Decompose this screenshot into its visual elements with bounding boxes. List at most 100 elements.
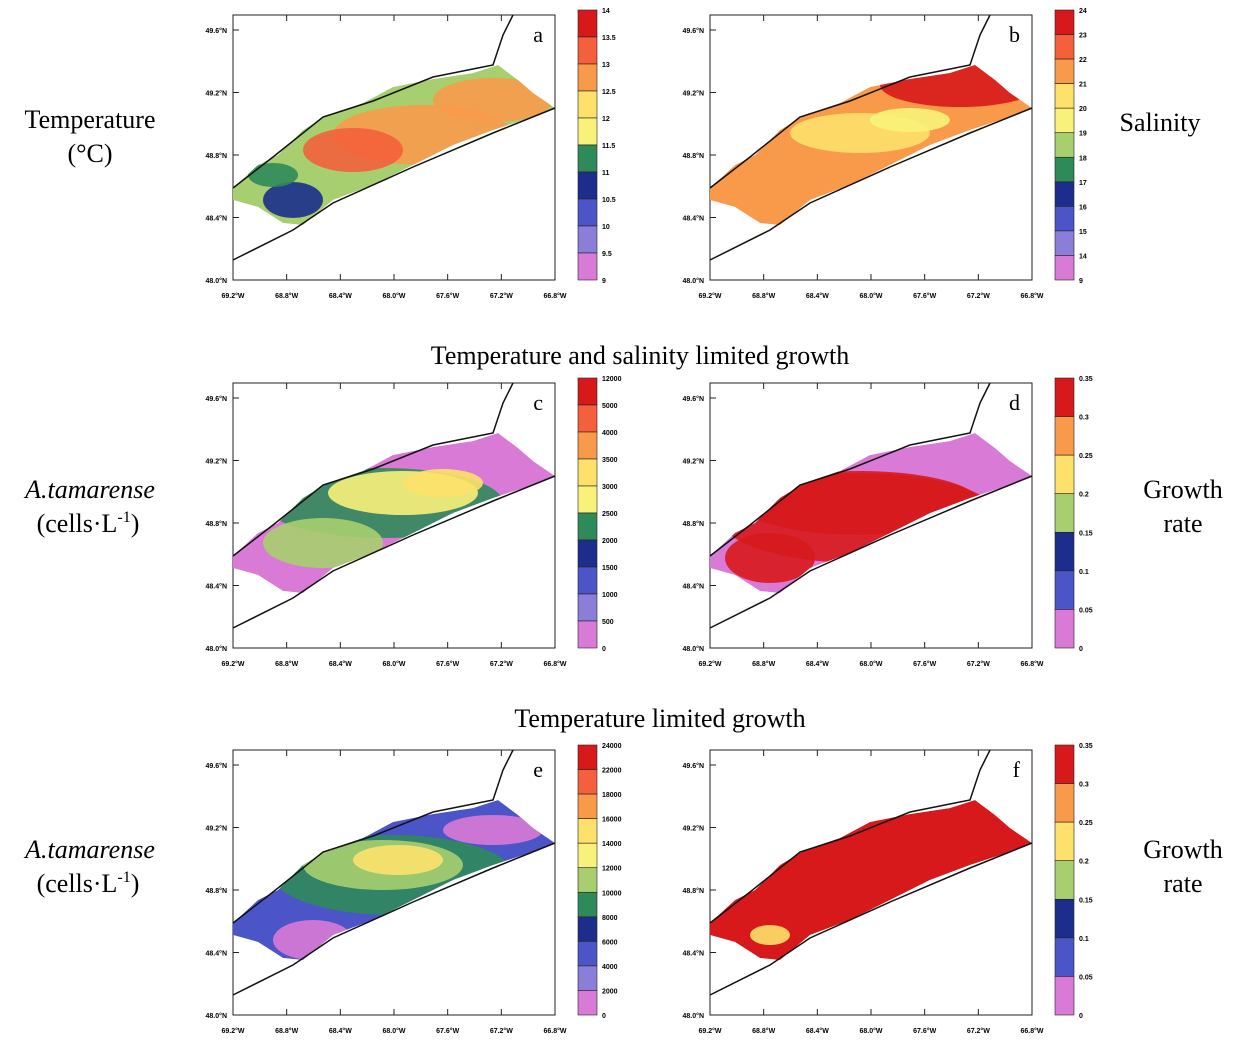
colorbar-label: 0 <box>602 1013 606 1020</box>
side-label: Salinity <box>1120 108 1201 137</box>
colorbar-label: 12 <box>602 116 610 123</box>
field-base <box>710 800 1032 960</box>
colorbar-cell <box>1054 255 1075 281</box>
colorbar-cell <box>577 117 598 146</box>
lon-label: 68.4°W <box>806 292 829 300</box>
colorbar-label: 12000 <box>602 866 622 873</box>
colorbar-label: 0.2 <box>1079 492 1089 499</box>
colorbar-cell <box>577 867 598 893</box>
colorbar-label: 14000 <box>602 841 622 848</box>
coastline <box>709 749 991 924</box>
side-label: Temperature <box>25 105 156 134</box>
colorbar-label: 3500 <box>602 457 618 464</box>
field-patch <box>263 182 323 218</box>
colorbar-cell <box>577 593 598 622</box>
colorbar-cell <box>577 404 598 433</box>
colorbar-cell <box>577 818 598 844</box>
lat-label: 48.4°N <box>683 215 704 223</box>
colorbar-cell <box>577 941 598 967</box>
colorbar-label: 16000 <box>602 817 622 824</box>
colorbar-label: 11 <box>602 170 610 177</box>
lon-label: 68.8°W <box>752 660 775 668</box>
colorbar-cell <box>1054 132 1075 158</box>
field-patch <box>303 128 403 172</box>
colorbar-cell <box>577 90 598 119</box>
colorbar-cell <box>1054 898 1075 939</box>
lat-label: 48.8°N <box>206 520 227 528</box>
lon-label: 67.6°W <box>436 292 459 300</box>
colorbar-label: 2500 <box>602 511 618 518</box>
colorbar-cell <box>1054 107 1075 134</box>
lat-label: 48.4°N <box>683 583 704 591</box>
field-patch <box>725 533 815 583</box>
lon-label: 68.0°W <box>382 1027 405 1035</box>
lat-label: 49.2°N <box>206 825 227 833</box>
colorbar-label: 0.15 <box>1079 530 1093 537</box>
lon-label: 67.6°W <box>913 660 936 668</box>
lon-label: 67.2°W <box>967 292 990 300</box>
colorbar-label: 13 <box>602 62 610 69</box>
coastline <box>232 382 514 557</box>
colorbar-label: 0.3 <box>1079 782 1089 789</box>
colorbar-cell <box>1054 609 1075 649</box>
colorbar-label: 2000 <box>602 988 618 995</box>
lat-label: 49.6°N <box>206 27 227 35</box>
lon-label: 68.0°W <box>382 292 405 300</box>
side-label: A.tamarense <box>23 835 155 864</box>
coastline <box>232 14 514 189</box>
colorbar-label: 16 <box>1079 204 1087 211</box>
lon-label: 69.2°W <box>698 1027 721 1035</box>
colorbar-cell <box>577 512 598 541</box>
lon-label: 68.8°W <box>752 1027 775 1035</box>
field-patch <box>403 469 483 497</box>
colorbar-cell <box>577 485 598 514</box>
lat-label: 48.0°N <box>683 645 704 653</box>
lat-label: 49.2°N <box>683 90 704 98</box>
colorbar-cell <box>1054 156 1075 183</box>
lon-label: 69.2°W <box>221 660 244 668</box>
coastline <box>709 107 1033 261</box>
colorbar-label: 0.2 <box>1079 859 1089 866</box>
coastline <box>709 475 1033 629</box>
colorbar-label: 0.05 <box>1079 607 1093 614</box>
colorbar-cell <box>1054 416 1075 456</box>
colorbar-label: 4000 <box>602 430 618 437</box>
lon-label: 67.2°W <box>490 1027 513 1035</box>
colorbar-cell <box>1054 454 1075 495</box>
unit: (cells·L <box>37 869 118 898</box>
colorbar-label: 0.05 <box>1079 974 1093 981</box>
lon-label: 68.4°W <box>329 660 352 668</box>
field <box>710 800 1032 960</box>
field <box>233 65 555 225</box>
colorbar-label: 10.5 <box>602 197 616 204</box>
colorbar-label: 1000 <box>602 592 618 599</box>
unit: ) <box>131 869 140 898</box>
colorbar-cell <box>1054 230 1075 256</box>
lon-label: 67.2°W <box>967 660 990 668</box>
colorbar-cell <box>577 252 598 281</box>
colorbar-cell <box>577 377 598 406</box>
colorbar-label: 18 <box>1079 155 1087 162</box>
colorbar-cell <box>1054 783 1075 823</box>
lat-label: 48.8°N <box>206 152 227 160</box>
colorbar-label: 9 <box>602 278 606 285</box>
field-patch <box>263 518 383 568</box>
unit: (cells·L <box>37 509 118 538</box>
colorbar-label: 0.25 <box>1079 820 1093 827</box>
colorbar-cell <box>577 990 598 1016</box>
field-patch <box>443 815 543 845</box>
colorbar-cell <box>577 63 598 92</box>
lon-label: 68.8°W <box>275 1027 298 1035</box>
lon-label: 67.2°W <box>967 1027 990 1035</box>
colorbar-cell <box>577 225 598 254</box>
side-label: A.tamarense <box>23 475 155 504</box>
colorbar-label: 0.15 <box>1079 897 1093 904</box>
colorbar-cell <box>1054 377 1075 417</box>
colorbar-label: 0 <box>1079 646 1083 653</box>
lat-label: 48.4°N <box>683 950 704 958</box>
lat-label: 48.0°N <box>206 1012 227 1020</box>
field-patch <box>433 78 553 122</box>
side-label: rate <box>1164 509 1203 538</box>
lat-label: 49.6°N <box>683 27 704 35</box>
